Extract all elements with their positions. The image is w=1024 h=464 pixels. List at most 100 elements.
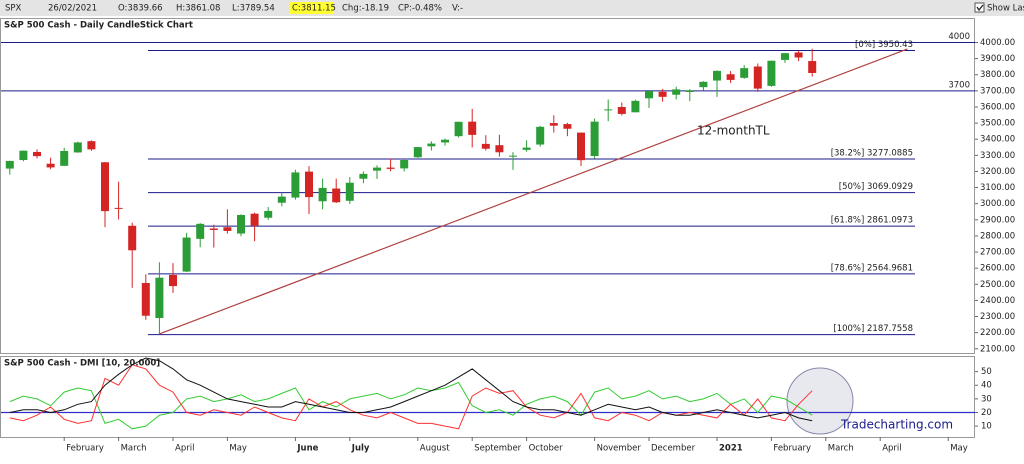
trendline-label: 12-monthTL bbox=[697, 124, 770, 138]
x-tick-label: 2021 bbox=[719, 444, 743, 454]
candle-body bbox=[332, 188, 341, 203]
volume: V:- bbox=[452, 4, 463, 14]
y-tick-label: 3700.00 bbox=[980, 86, 1015, 96]
y-tick-label: 40 bbox=[981, 381, 992, 391]
candle-body bbox=[60, 150, 69, 166]
candle-body bbox=[87, 141, 96, 150]
x-tick-label: October bbox=[529, 444, 564, 454]
candle-body bbox=[441, 139, 449, 143]
y-tick-label: 3500.00 bbox=[980, 119, 1015, 129]
watermark: Tradecharting.com bbox=[840, 418, 953, 432]
candle-body bbox=[237, 214, 245, 234]
candle-body bbox=[699, 81, 708, 88]
x-tick-label: April bbox=[882, 444, 901, 454]
y-tick-label: 2600.00 bbox=[980, 264, 1015, 274]
candle-body bbox=[658, 91, 667, 97]
close: C:3811.15 bbox=[292, 4, 336, 14]
candle-body bbox=[753, 66, 762, 89]
candle-body bbox=[223, 227, 232, 231]
candle-body bbox=[277, 196, 286, 203]
level-label: 4000 bbox=[948, 32, 970, 42]
candle-body bbox=[250, 213, 259, 226]
candle-body bbox=[740, 68, 749, 78]
y-tick-label: 3300.00 bbox=[980, 151, 1015, 161]
x-tick-label: April bbox=[175, 444, 194, 454]
y-tick-label: 3800.00 bbox=[980, 70, 1015, 80]
candle-body bbox=[5, 160, 14, 169]
candle-body bbox=[672, 89, 681, 95]
candle-body bbox=[509, 155, 517, 157]
x-tick-label: June bbox=[296, 444, 318, 454]
candle-body bbox=[359, 173, 368, 179]
change: Chg:-18.19 bbox=[342, 4, 389, 14]
y-tick-label: 2500.00 bbox=[980, 280, 1015, 290]
fib-label: [61.8%] 2861.0973 bbox=[831, 216, 913, 226]
x-tick-label: February bbox=[66, 444, 104, 454]
candle-body bbox=[536, 126, 545, 145]
show-last-label[interactable]: Show Last bbox=[987, 4, 1024, 14]
price-title: S&P 500 Cash - Daily CandleStick Chart bbox=[4, 21, 193, 31]
candle-body bbox=[685, 90, 694, 92]
x-tick-label: November bbox=[597, 444, 642, 454]
candle-body bbox=[577, 132, 585, 161]
candle-body bbox=[427, 143, 436, 147]
y-tick-label: 4000.00 bbox=[980, 38, 1015, 48]
candle-body bbox=[141, 283, 150, 316]
candle-body bbox=[19, 150, 28, 161]
candle-body bbox=[726, 74, 735, 80]
x-tick-label: May bbox=[229, 444, 247, 454]
dmi-title: S&P 500 Cash - DMI [10, 20.000] bbox=[4, 359, 160, 369]
y-tick-label: 10 bbox=[981, 422, 992, 432]
x-tick-label: March bbox=[121, 444, 147, 454]
y-tick-label: 2400.00 bbox=[980, 296, 1015, 306]
y-tick-label: 3400.00 bbox=[980, 135, 1015, 145]
fib-label: [78.6%] 2564.9681 bbox=[831, 263, 913, 273]
candle-body bbox=[46, 163, 55, 168]
y-tick-label: 2900.00 bbox=[980, 215, 1015, 225]
candle-body bbox=[767, 60, 776, 86]
candle-body bbox=[128, 225, 137, 251]
x-tick-label: March bbox=[828, 444, 854, 454]
candle-body bbox=[264, 210, 273, 218]
y-tick-label: 3100.00 bbox=[980, 183, 1015, 193]
check-mark bbox=[976, 4, 984, 12]
candle-body bbox=[563, 124, 572, 129]
y-tick-label: 2800.00 bbox=[980, 231, 1015, 241]
y-tick-label: 20 bbox=[981, 408, 992, 418]
candle-body bbox=[305, 171, 313, 198]
candle-body bbox=[481, 143, 490, 149]
candle-body bbox=[454, 121, 463, 137]
show-last-checkbox[interactable] bbox=[974, 2, 985, 13]
y-tick-label: 50 bbox=[981, 367, 992, 377]
candle-body bbox=[155, 277, 164, 318]
x-tick-label: February bbox=[773, 444, 811, 454]
toolbar bbox=[0, 0, 1024, 16]
highlight-circle bbox=[786, 367, 854, 435]
trendline bbox=[159, 48, 908, 335]
candle-body bbox=[645, 91, 653, 99]
candle-body bbox=[549, 123, 558, 126]
candle-body bbox=[386, 167, 395, 169]
candle-body bbox=[196, 223, 205, 239]
candle-body bbox=[400, 160, 409, 169]
candle-body bbox=[781, 53, 789, 60]
candle-body bbox=[318, 187, 327, 202]
candle-body bbox=[522, 147, 531, 150]
candle-body bbox=[617, 106, 626, 114]
dmi-line bbox=[9, 357, 813, 422]
fib-label: [100%] 2187.7558 bbox=[833, 324, 913, 334]
candle-body bbox=[631, 100, 640, 113]
x-tick-label: May bbox=[950, 444, 968, 454]
candle-body bbox=[114, 207, 123, 209]
fib-label: [38.2%] 3277.0885 bbox=[831, 149, 913, 159]
candle-body bbox=[73, 142, 82, 153]
candle-body bbox=[794, 52, 803, 58]
candle-body bbox=[413, 147, 422, 158]
level-label: 3700 bbox=[948, 80, 970, 90]
y-tick-label: 2700.00 bbox=[980, 248, 1015, 258]
candle-body bbox=[209, 228, 218, 230]
candle-body bbox=[495, 145, 504, 153]
y-tick-label: 3900.00 bbox=[980, 54, 1015, 64]
